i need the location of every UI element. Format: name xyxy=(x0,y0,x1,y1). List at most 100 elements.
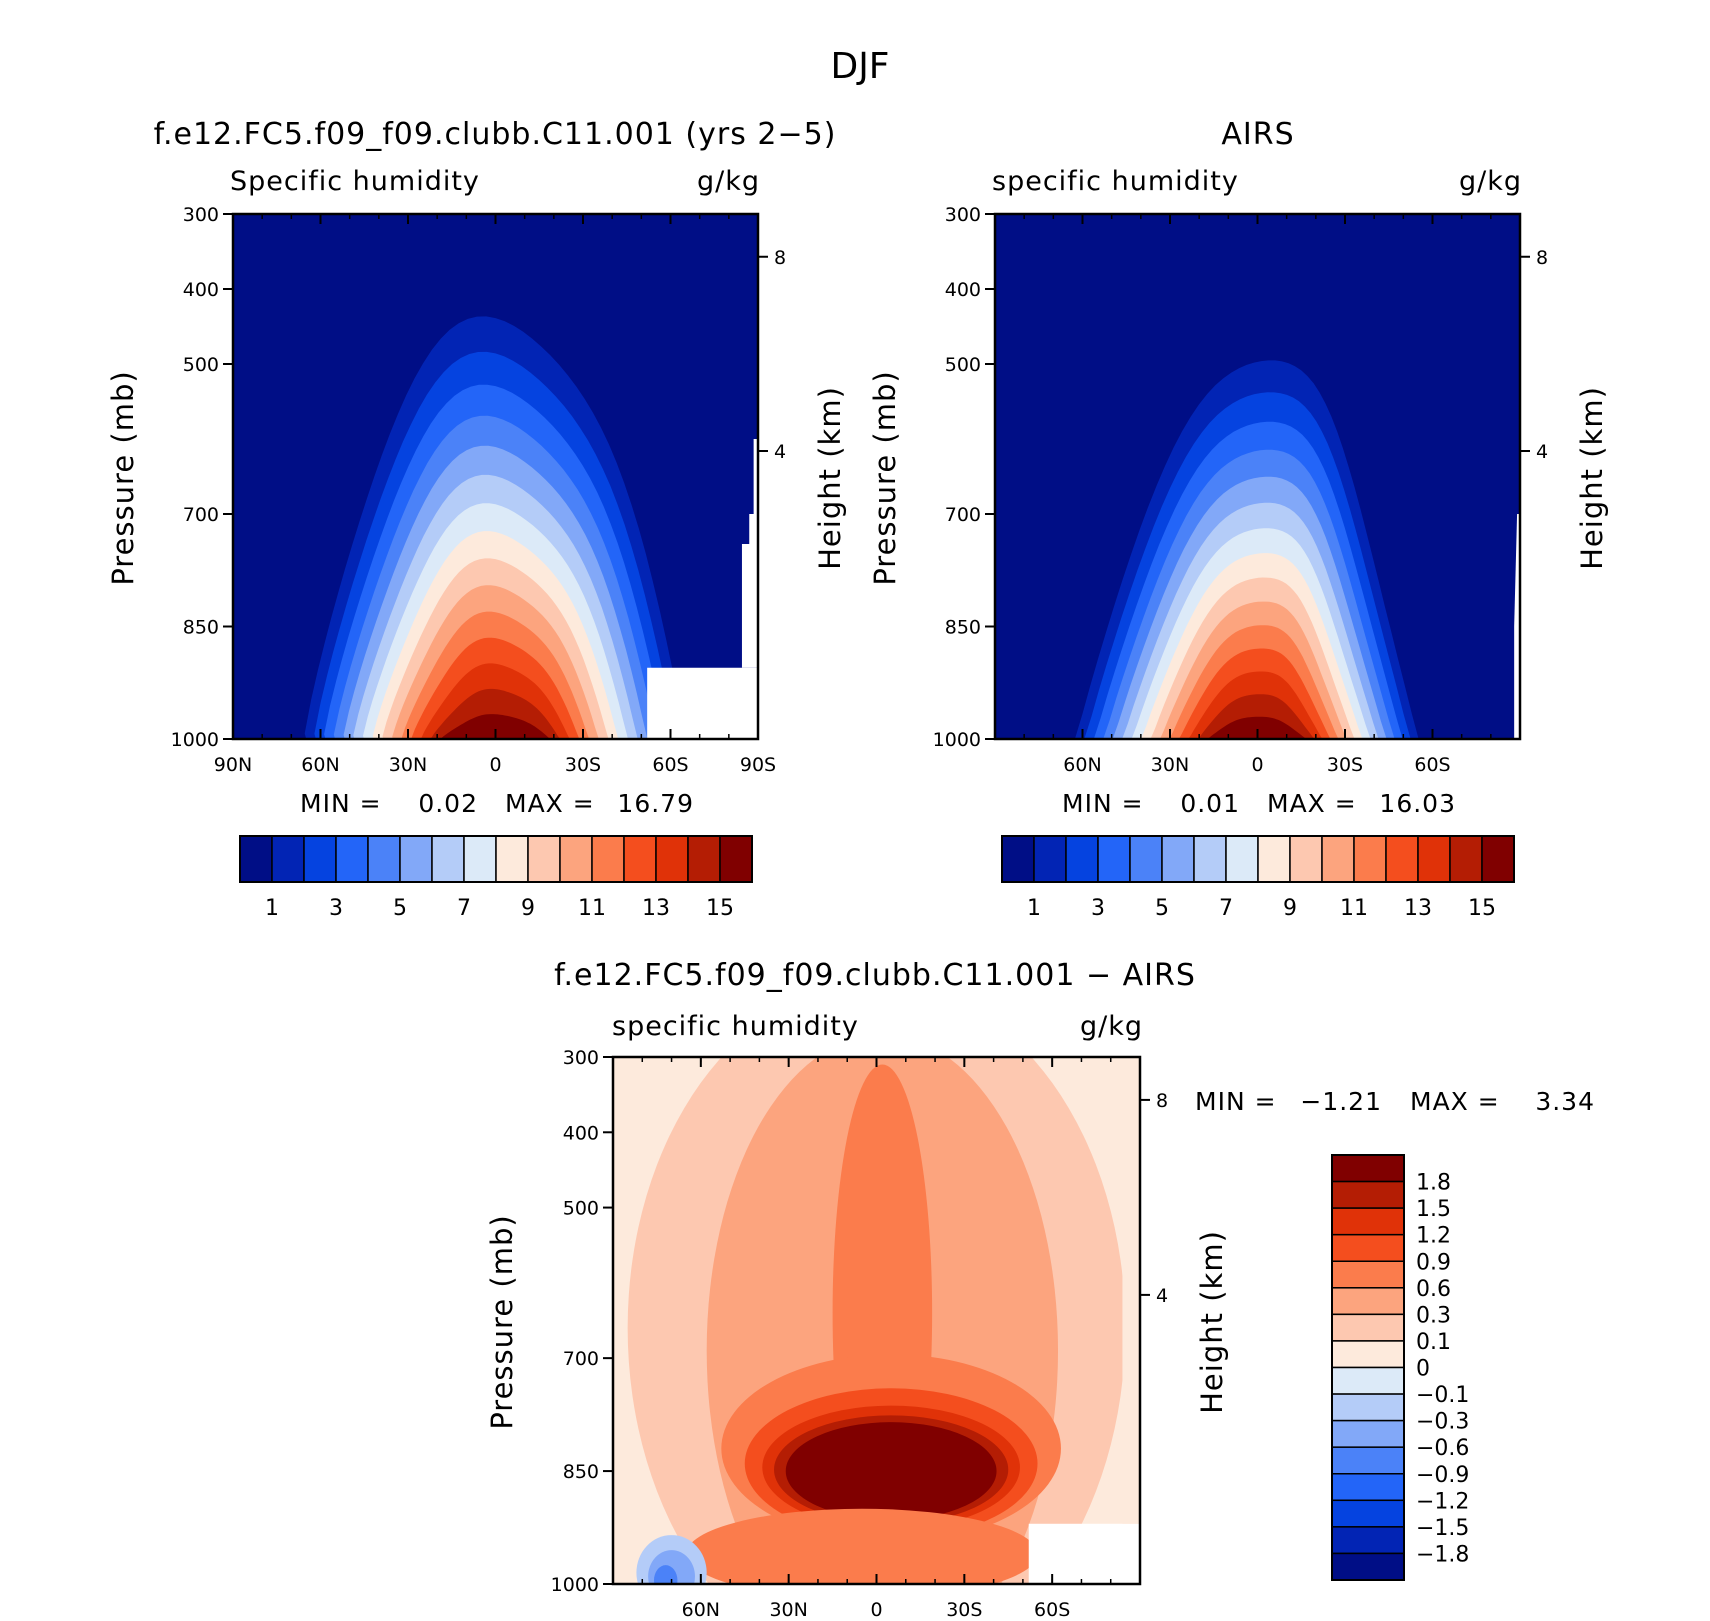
colorbar-swatch xyxy=(1331,1340,1405,1369)
colorbar-swatch xyxy=(1331,1526,1405,1555)
panel-diff-min-value: −1.21 xyxy=(1300,1087,1382,1116)
colorbar-swatch xyxy=(1129,835,1163,883)
panel-model-plot xyxy=(231,212,760,741)
panel-model-min-value: 0.02 xyxy=(418,789,478,818)
panel-airs-y2label: Height (km) xyxy=(1575,386,1609,570)
colorbar-swatch xyxy=(367,835,401,883)
panel-model-y2label: Height (km) xyxy=(813,386,847,570)
colorbar-label: 15 xyxy=(1468,896,1496,921)
missing-data-strip xyxy=(741,439,758,668)
y-tick-label: 1000 xyxy=(551,1574,599,1596)
colorbar-label: 1.8 xyxy=(1416,1171,1451,1196)
panel-diff-subtitle-right: g/kg xyxy=(1080,1011,1143,1042)
y2-tick-label: 4 xyxy=(1156,1285,1168,1307)
x-tick-label: 30S xyxy=(946,1599,982,1621)
panel-diff-y2ticks: 84 xyxy=(1140,1090,1168,1307)
colorbar-frame xyxy=(1331,1154,1405,1581)
colorbar-swatch xyxy=(1257,835,1291,883)
panel-diff-plot xyxy=(611,1055,1142,1586)
colorbar-swatch xyxy=(1331,1446,1405,1475)
y-tick-label: 400 xyxy=(563,1122,599,1144)
colorbar-label: 13 xyxy=(642,896,670,921)
colorbar-label: −1.5 xyxy=(1416,1516,1469,1541)
y-tick-label: 500 xyxy=(183,354,219,376)
panel-model-min-label: MIN = xyxy=(300,789,382,818)
colorbar-swatch xyxy=(271,835,305,883)
y-tick-label: 400 xyxy=(183,279,219,301)
colorbar-swatch xyxy=(591,835,625,883)
y-tick-label: 300 xyxy=(563,1047,599,1069)
x-tick-label: 30N xyxy=(769,1599,807,1621)
colorbar-label: 0 xyxy=(1416,1357,1430,1382)
panel-airs-ylabel: Pressure (mb) xyxy=(868,370,902,585)
contour-band-surface xyxy=(686,1508,1038,1584)
colorbar-frame xyxy=(239,835,753,883)
x-tick-label: 0 xyxy=(489,754,501,776)
colorbar-label: 0.1 xyxy=(1416,1330,1451,1355)
colorbar-swatch xyxy=(1331,1552,1405,1581)
panel-diff-xticks: 60N 30N 0 30S 60S xyxy=(641,1057,1112,1621)
y-tick-label: 700 xyxy=(563,1348,599,1370)
panel-model-subtitle-left: Specific humidity xyxy=(230,166,480,197)
colorbar-swatch xyxy=(1331,1207,1405,1236)
y-tick-label: 850 xyxy=(945,617,981,639)
missing-data-region xyxy=(647,667,758,739)
x-tick-label: 60N xyxy=(1063,754,1101,776)
colorbar-label: 3 xyxy=(329,896,343,921)
x-tick-label: 30N xyxy=(389,754,427,776)
colorbar-label: 0.9 xyxy=(1416,1250,1451,1275)
colorbar-swatch xyxy=(495,835,529,883)
colorbar-swatch xyxy=(1481,835,1515,883)
x-tick-label: 60N xyxy=(301,754,339,776)
panel-model-yticks: 300 400 500 700 850 1000 xyxy=(171,204,233,751)
colorbar-swatch xyxy=(239,835,273,883)
colorbar-label: 1.2 xyxy=(1416,1224,1451,1249)
panel-airs-title: AIRS xyxy=(1221,117,1294,152)
panel-airs-xticks: 60N 30N 0 30S 60S xyxy=(1023,214,1492,776)
panel-diff-y2label: Height (km) xyxy=(1195,1230,1229,1414)
colorbar-swatch xyxy=(303,835,337,883)
x-tick-label: 0 xyxy=(1251,754,1263,776)
colorbar-swatch xyxy=(335,835,369,883)
y-tick-label: 700 xyxy=(945,504,981,526)
x-tick-label: 90S xyxy=(740,754,776,776)
colorbar-label: 1 xyxy=(265,896,279,921)
colorbar-label: −0.9 xyxy=(1416,1463,1469,1488)
colorbar-label: 0.3 xyxy=(1416,1303,1451,1328)
colorbar-label: 3 xyxy=(1091,896,1105,921)
contour-band-above-1.8 xyxy=(785,1422,997,1521)
colorbar-swatch xyxy=(719,835,753,883)
y2-tick-label: 4 xyxy=(1536,441,1548,463)
colorbar-label: 11 xyxy=(1340,896,1368,921)
x-tick-label: 30S xyxy=(1327,754,1363,776)
y2-tick-label: 8 xyxy=(1536,247,1548,269)
colorbar-swatch xyxy=(1321,835,1355,883)
colorbar-swatch xyxy=(1193,835,1227,883)
panel-airs-yticks: 300 400 500 700 850 1000 xyxy=(933,204,995,751)
panel-airs-plot xyxy=(993,212,1522,741)
contour-band-15 xyxy=(440,714,551,739)
colorbar-swatch xyxy=(1331,1366,1405,1395)
panel-diff-yticks: 300 400 500 700 850 1000 xyxy=(551,1047,613,1596)
colorbar-label: −1.2 xyxy=(1416,1489,1469,1514)
x-tick-label: 30N xyxy=(1151,754,1189,776)
panel-diff-ylabel: Pressure (mb) xyxy=(485,1214,519,1429)
panel-model-max-value: 16.79 xyxy=(617,789,694,818)
panel-diff-subtitle-left: specific humidity xyxy=(612,1011,859,1042)
colorbar-swatch xyxy=(1331,1180,1405,1209)
y2-tick-label: 8 xyxy=(774,247,786,269)
colorbar-label: −1.8 xyxy=(1416,1542,1469,1567)
contour-band-15 xyxy=(1207,716,1308,739)
colorbar-label: 7 xyxy=(1219,896,1233,921)
colorbar-swatch xyxy=(463,835,497,883)
colorbar-swatch xyxy=(1001,835,1035,883)
panel-airs-min-label: MIN = xyxy=(1062,789,1144,818)
colorbar-swatch xyxy=(1161,835,1195,883)
colorbar-swatch xyxy=(1331,1313,1405,1342)
colorbar-swatch xyxy=(1417,835,1451,883)
y2-tick-label: 4 xyxy=(774,441,786,463)
panel-airs-colorbar: 1 3 5 7 9 11 13 15 xyxy=(1001,835,1515,921)
colorbar-label: 5 xyxy=(393,896,407,921)
panel-diff-title: f.e12.FC5.f09_f09.clubb.C11.001 − AIRS xyxy=(554,958,1196,993)
y-tick-label: 500 xyxy=(945,354,981,376)
